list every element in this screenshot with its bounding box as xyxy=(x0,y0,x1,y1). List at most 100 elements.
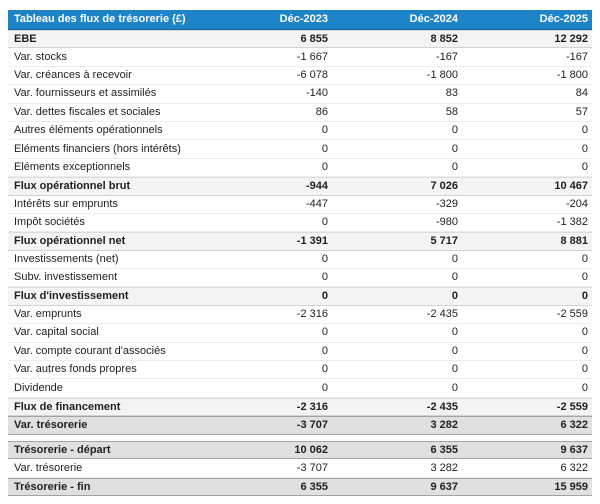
row-label: Eléments exceptionnels xyxy=(14,161,131,173)
row-value-dec-2023: -447 xyxy=(305,198,328,210)
row-label: Var. emprunts xyxy=(14,309,82,321)
row-label: Flux opérationnel net xyxy=(14,235,126,247)
table-body: EBE 6 855 8 852 12 292 Var. stocks -1 66… xyxy=(8,30,592,497)
row-label: Var. stocks xyxy=(14,51,67,63)
row-value-dec-2025: 8 881 xyxy=(560,235,588,247)
row-value-dec-2023: 6 355 xyxy=(300,481,328,493)
table-row: Eléments exceptionnels 0 0 0 xyxy=(8,158,592,178)
row-label: Trésorerie - départ xyxy=(14,444,111,456)
row-value-dec-2024: -2 435 xyxy=(426,309,458,321)
section-spacer xyxy=(8,434,592,442)
table-row: Autres éléments opérationnels 0 0 0 xyxy=(8,121,592,141)
row-value-dec-2024: 6 355 xyxy=(430,444,458,456)
row-value-dec-2023: -1 667 xyxy=(296,51,328,63)
row-value-dec-2024: 58 xyxy=(445,106,458,118)
row-value-dec-2024: 7 026 xyxy=(430,180,458,192)
row-value-dec-2025: -167 xyxy=(565,51,588,63)
row-label: Var. trésorerie xyxy=(14,462,83,474)
row-value-dec-2025: 0 xyxy=(581,272,588,284)
row-value-dec-2025: 0 xyxy=(581,345,588,357)
row-value-dec-2025: 0 xyxy=(581,143,588,155)
row-value-dec-2023: 0 xyxy=(321,382,328,394)
table-row: Eléments financiers (hors intérêts) 0 0 … xyxy=(8,140,592,159)
row-value-dec-2024: 0 xyxy=(451,161,458,173)
row-value-dec-2023: 6 855 xyxy=(300,33,328,45)
row-label: Var. créances à recevoir xyxy=(14,69,132,81)
row-value-dec-2025: 0 xyxy=(581,382,588,394)
row-value-dec-2024: 0 xyxy=(451,291,458,303)
table-row: Flux de financement -2 316 -2 435 -2 559 xyxy=(8,397,592,417)
table-row: Trésorerie - départ 10 062 6 355 9 637 xyxy=(8,441,592,460)
cash-flow-table: Tableau des flux de trésorerie (£) Déc-2… xyxy=(8,10,592,497)
row-value-dec-2025: -2 559 xyxy=(556,401,588,413)
row-value-dec-2024: 0 xyxy=(451,382,458,394)
row-label: EBE xyxy=(14,33,37,45)
row-value-dec-2023: 0 xyxy=(321,291,328,303)
row-value-dec-2024: -980 xyxy=(435,217,458,229)
row-value-dec-2025: 0 xyxy=(581,253,588,265)
row-label: Eléments financiers (hors intérêts) xyxy=(14,143,181,155)
row-value-dec-2023: -3 707 xyxy=(296,419,328,431)
row-value-dec-2023: -140 xyxy=(305,88,328,100)
table-row: Var. autres fonds propres 0 0 0 xyxy=(8,361,592,380)
row-value-dec-2025: 10 467 xyxy=(554,180,588,192)
row-value-dec-2023: -1 391 xyxy=(296,235,328,247)
row-value-dec-2025: 15 959 xyxy=(554,481,588,493)
row-label: Subv. investissement xyxy=(14,272,118,284)
table-row: Impôt sociétés 0 -980 -1 382 xyxy=(8,213,592,233)
row-value-dec-2023: 0 xyxy=(321,143,328,155)
row-value-dec-2023: 0 xyxy=(321,272,328,284)
row-value-dec-2025: -204 xyxy=(565,198,588,210)
row-value-dec-2023: 0 xyxy=(321,217,328,229)
table-row: Trésorerie - fin 6 355 9 637 15 959 xyxy=(8,477,592,497)
row-label: Var. capital social xyxy=(14,327,99,339)
row-value-dec-2024: 0 xyxy=(451,327,458,339)
row-label: Var. fournisseurs et assimilés xyxy=(14,88,157,100)
row-value-dec-2024: 83 xyxy=(445,88,458,100)
row-value-dec-2024: -329 xyxy=(435,198,458,210)
row-value-dec-2023: -3 707 xyxy=(296,462,328,474)
row-value-dec-2023: 86 xyxy=(315,106,328,118)
row-label: Var. autres fonds propres xyxy=(14,364,137,376)
row-value-dec-2024: 0 xyxy=(451,125,458,137)
row-value-dec-2024: -167 xyxy=(435,51,458,63)
table-row: Var. emprunts -2 316 -2 435 -2 559 xyxy=(8,305,592,325)
row-label: Investissements (net) xyxy=(14,253,119,265)
row-label: Flux opérationnel brut xyxy=(14,180,131,192)
row-value-dec-2024: -2 435 xyxy=(426,401,458,413)
row-value-dec-2025: -1 382 xyxy=(556,217,588,229)
row-value-dec-2024: 0 xyxy=(451,345,458,357)
row-value-dec-2023: -2 316 xyxy=(296,309,328,321)
row-value-dec-2023: 0 xyxy=(321,345,328,357)
column-header-dec-2024: Déc-2024 xyxy=(409,14,458,25)
table-row: Subv. investissement 0 0 0 xyxy=(8,269,592,288)
row-label: Var. trésorerie xyxy=(14,419,88,431)
row-value-dec-2025: 9 637 xyxy=(560,444,588,456)
row-value-dec-2025: 6 322 xyxy=(560,462,588,474)
row-value-dec-2025: 0 xyxy=(581,364,588,376)
row-value-dec-2025: 0 xyxy=(581,291,588,303)
row-label: Trésorerie - fin xyxy=(14,481,91,493)
table-row: Var. capital social 0 0 0 xyxy=(8,324,592,343)
row-value-dec-2023: 10 062 xyxy=(294,444,328,456)
table-row: Var. dettes fiscales et sociales 86 58 5… xyxy=(8,103,592,122)
row-label: Impôt sociétés xyxy=(14,217,85,229)
row-value-dec-2024: 9 637 xyxy=(430,481,458,493)
row-value-dec-2025: 0 xyxy=(581,327,588,339)
table-row: Flux opérationnel brut -944 7 026 10 467 xyxy=(8,177,592,196)
row-label: Dividende xyxy=(14,382,63,394)
row-value-dec-2024: 0 xyxy=(451,253,458,265)
table-header-row: Tableau des flux de trésorerie (£) Déc-2… xyxy=(8,10,592,30)
row-value-dec-2023: 0 xyxy=(321,161,328,173)
row-value-dec-2025: -1 800 xyxy=(556,69,588,81)
row-label: Autres éléments opérationnels xyxy=(14,125,163,137)
row-label: Flux de financement xyxy=(14,401,121,413)
row-value-dec-2025: 57 xyxy=(575,106,588,118)
row-value-dec-2023: 0 xyxy=(321,253,328,265)
table-row: Var. créances à recevoir -6 078 -1 800 -… xyxy=(8,66,592,86)
row-value-dec-2024: 5 717 xyxy=(430,235,458,247)
table-row: Dividende 0 0 0 xyxy=(8,379,592,398)
row-value-dec-2023: -6 078 xyxy=(296,69,328,81)
row-value-dec-2024: 0 xyxy=(451,143,458,155)
row-value-dec-2025: 84 xyxy=(575,88,588,100)
